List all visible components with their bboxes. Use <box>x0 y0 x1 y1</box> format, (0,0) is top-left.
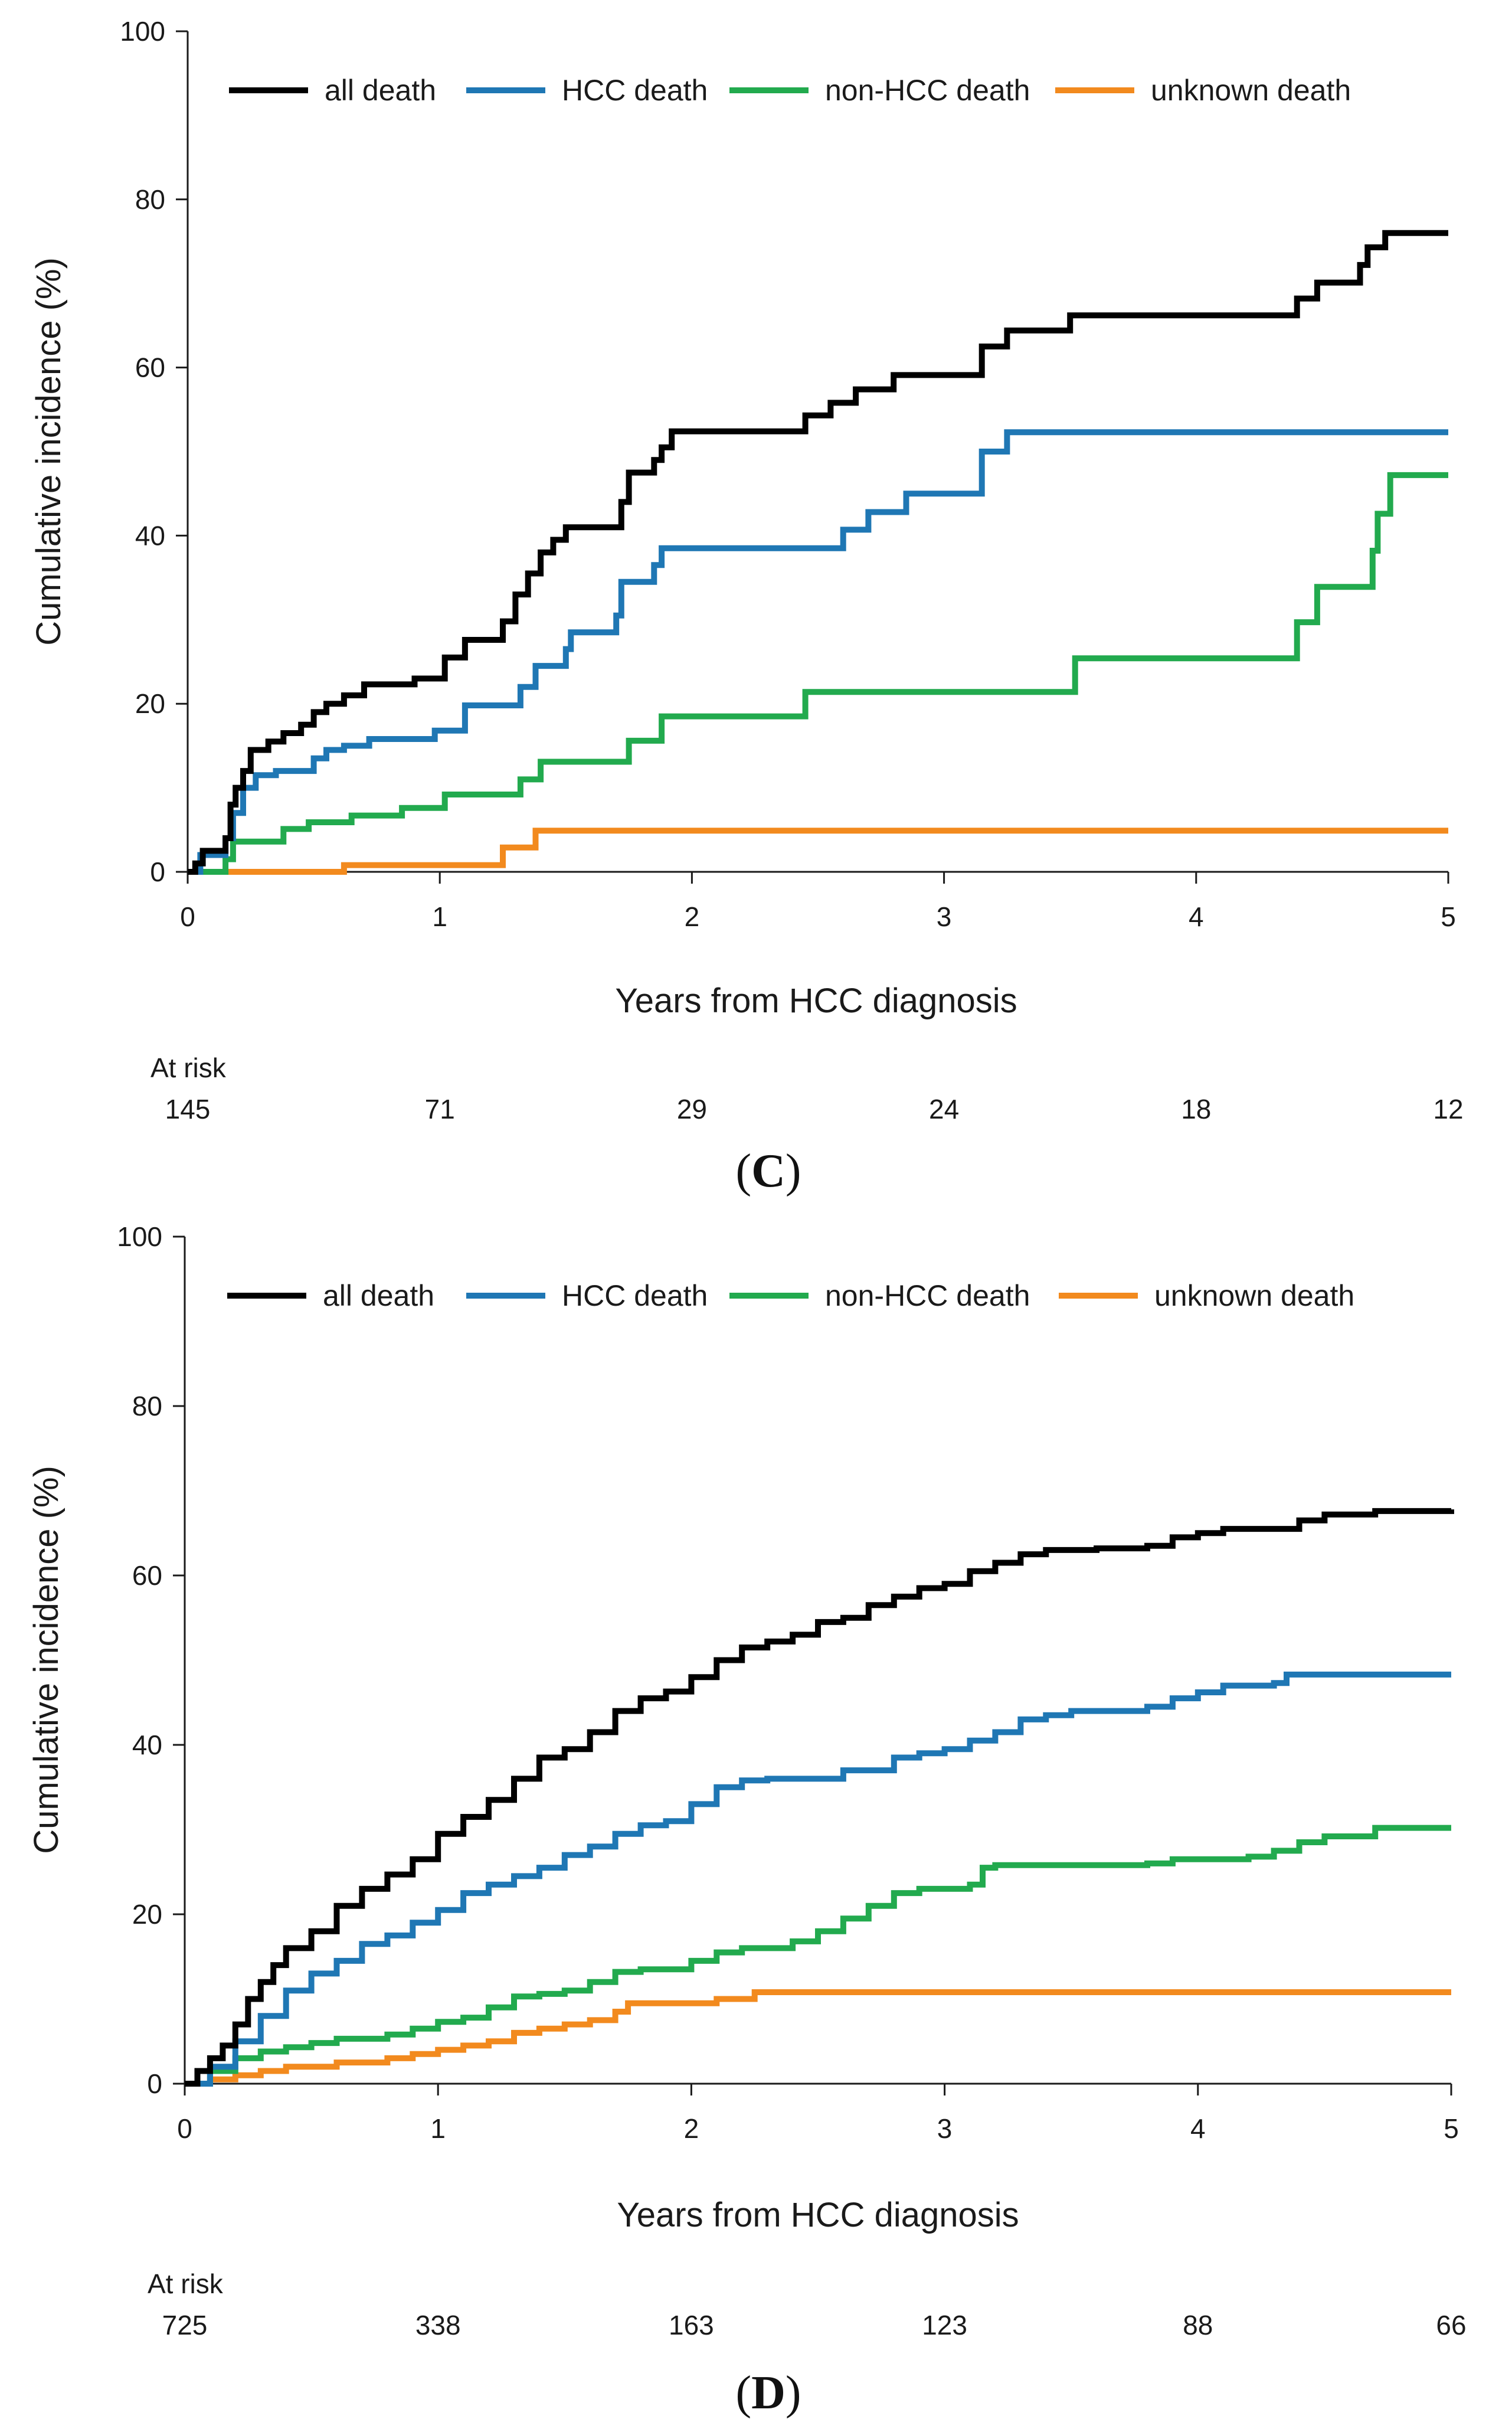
legend: all death HCC death non-HCC death unknow… <box>229 74 1351 107</box>
y-tick-label: 40 <box>135 520 165 551</box>
x-tick-label: 1 <box>432 901 447 932</box>
y-tick-label: 60 <box>135 352 165 383</box>
x-axis-title: Years from HCC diagnosis <box>615 982 1017 1020</box>
y-tick-label: 40 <box>132 1730 162 1760</box>
series-line-hcc-death <box>188 429 1448 875</box>
legend-label-non-hcc-death: non-HCC death <box>825 1279 1030 1312</box>
at-risk-count: 71 <box>425 1094 455 1124</box>
y-tick-label: 100 <box>120 16 165 47</box>
at-risk-count: 12 <box>1433 1094 1463 1124</box>
at-risk-row: 725 338 163 123 88 66 <box>162 2310 1467 2340</box>
series-line-unknown-death <box>185 1989 1451 2087</box>
panel-label-c: (C) <box>735 1145 801 1197</box>
legend-label-all-death: all death <box>325 74 436 107</box>
x-tick-label: 0 <box>180 901 195 932</box>
y-axis-title: Cumulative incidence (%) <box>30 257 68 646</box>
at-risk-count: 88 <box>1183 2310 1213 2340</box>
series-line-hcc-death <box>185 1671 1451 2087</box>
x-tick-label: 4 <box>1189 901 1204 932</box>
legend: all death HCC death non-HCC death unknow… <box>227 1279 1354 1312</box>
panel-label-d: (D) <box>735 2367 801 2419</box>
at-risk-count: 24 <box>929 1094 959 1124</box>
legend-label-hcc-death: HCC death <box>562 74 708 107</box>
at-risk-count: 145 <box>165 1094 211 1124</box>
at-risk-count: 18 <box>1181 1094 1211 1124</box>
x-axis-title: Years from HCC diagnosis <box>617 2196 1019 2234</box>
x-tick-label: 3 <box>937 2113 953 2144</box>
legend-label-hcc-death: HCC death <box>562 1279 708 1312</box>
series-line-non-hcc-death <box>188 472 1448 875</box>
at-risk-count: 338 <box>415 2310 461 2340</box>
y-tick-label: 0 <box>147 2068 162 2099</box>
x-tick-label: 4 <box>1190 2113 1206 2144</box>
legend-label-all-death: all death <box>323 1279 434 1312</box>
at-risk-label: At risk <box>150 1052 227 1083</box>
at-risk-count: 123 <box>922 2310 967 2340</box>
y-tick-label: 80 <box>135 184 165 215</box>
at-risk-count: 725 <box>162 2310 208 2340</box>
at-risk-row: 145 71 29 24 18 12 <box>165 1094 1464 1124</box>
y-tick-label: 20 <box>132 1899 162 1930</box>
at-risk-count: 29 <box>677 1094 707 1124</box>
legend-label-unknown-death: unknown death <box>1151 74 1351 107</box>
y-tick-label: 60 <box>132 1560 162 1591</box>
series-line-unknown-death <box>188 828 1448 875</box>
at-risk-count: 163 <box>669 2310 714 2340</box>
legend-label-non-hcc-death: non-HCC death <box>825 74 1030 107</box>
x-tick-label: 5 <box>1441 901 1456 932</box>
y-tick-label: 20 <box>135 688 165 719</box>
series-line-all-death <box>188 230 1448 875</box>
y-tick-label: 0 <box>150 856 165 887</box>
y-tick-label: 80 <box>132 1391 162 1421</box>
legend-label-unknown-death: unknown death <box>1154 1279 1354 1312</box>
x-tick-label: 2 <box>685 901 700 932</box>
at-risk-label: At risk <box>148 2268 224 2299</box>
x-tick-label: 1 <box>430 2113 446 2144</box>
x-tick-label: 0 <box>177 2113 192 2144</box>
y-axis-title: Cumulative incidence (%) <box>27 1466 66 1854</box>
y-tick-label: 100 <box>117 1221 162 1252</box>
series-line-all-death <box>185 1508 1454 2087</box>
x-tick-label: 3 <box>937 901 952 932</box>
x-tick-label: 2 <box>684 2113 699 2144</box>
x-tick-label: 5 <box>1444 2113 1459 2144</box>
series-line-non-hcc-death <box>185 1825 1451 2087</box>
at-risk-count: 66 <box>1436 2310 1466 2340</box>
